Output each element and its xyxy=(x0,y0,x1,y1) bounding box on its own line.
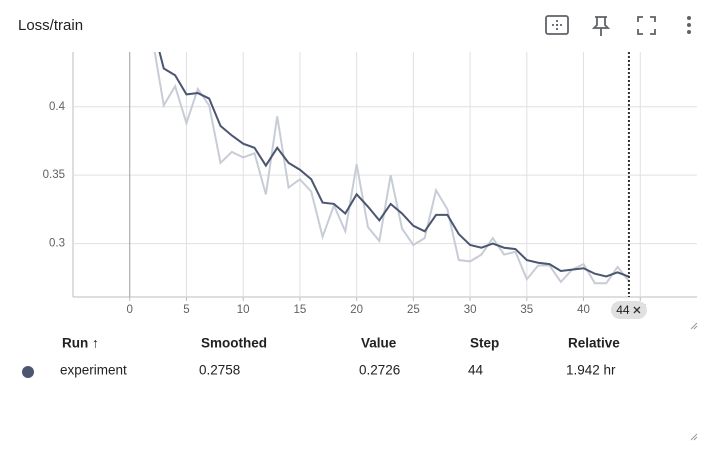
x-tick-label: 35 xyxy=(520,304,533,316)
x-tick-label: 20 xyxy=(350,304,363,316)
y-tick-label: 0.4 xyxy=(49,101,66,113)
x-tick-label: 25 xyxy=(407,304,420,316)
x-tick-label: 10 xyxy=(237,304,250,316)
cell: 0.2726 xyxy=(359,363,400,378)
series-line xyxy=(158,52,630,278)
step-badge xyxy=(610,301,647,319)
y-tick-label: 0.3 xyxy=(49,238,65,250)
more-button[interactable] xyxy=(687,16,691,34)
card-title: Loss/train xyxy=(18,17,83,34)
column-header[interactable]: Value xyxy=(361,336,397,351)
series-line xyxy=(153,52,630,285)
data-table: Run ↑ Smoothed Value Step Relative experiment… xyxy=(22,336,620,378)
step-badge-label: 44 xyxy=(616,303,630,317)
x-tick-label: 15 xyxy=(294,304,307,316)
cell: 44 xyxy=(468,363,484,378)
column-header[interactable]: Relative xyxy=(568,336,620,351)
y-tick-label: 0.35 xyxy=(43,169,65,181)
toolbar xyxy=(545,15,691,36)
column-header[interactable]: Step xyxy=(470,336,499,351)
column-header[interactable]: Run ↑ xyxy=(62,336,99,351)
resize-handle[interactable] xyxy=(690,322,698,441)
x-tick-label: 30 xyxy=(464,304,477,316)
cell: 1.942 hr xyxy=(566,363,616,378)
x-tick-label: 40 xyxy=(577,304,590,316)
plot: 0.30.350.405101520253035404544 xyxy=(43,52,697,319)
fullscreen-button[interactable] xyxy=(637,16,656,35)
cell: experiment xyxy=(60,363,127,378)
run-color xyxy=(22,366,34,378)
x-tick-label: 0 xyxy=(127,304,133,316)
x-tick-label: 5 xyxy=(183,304,189,316)
column-header[interactable]: Smoothed xyxy=(201,336,267,351)
cell: 0.2758 xyxy=(199,363,240,378)
pin-button[interactable] xyxy=(591,16,611,36)
badge-close[interactable] xyxy=(633,306,641,314)
fit-domain-button[interactable] xyxy=(545,15,569,35)
